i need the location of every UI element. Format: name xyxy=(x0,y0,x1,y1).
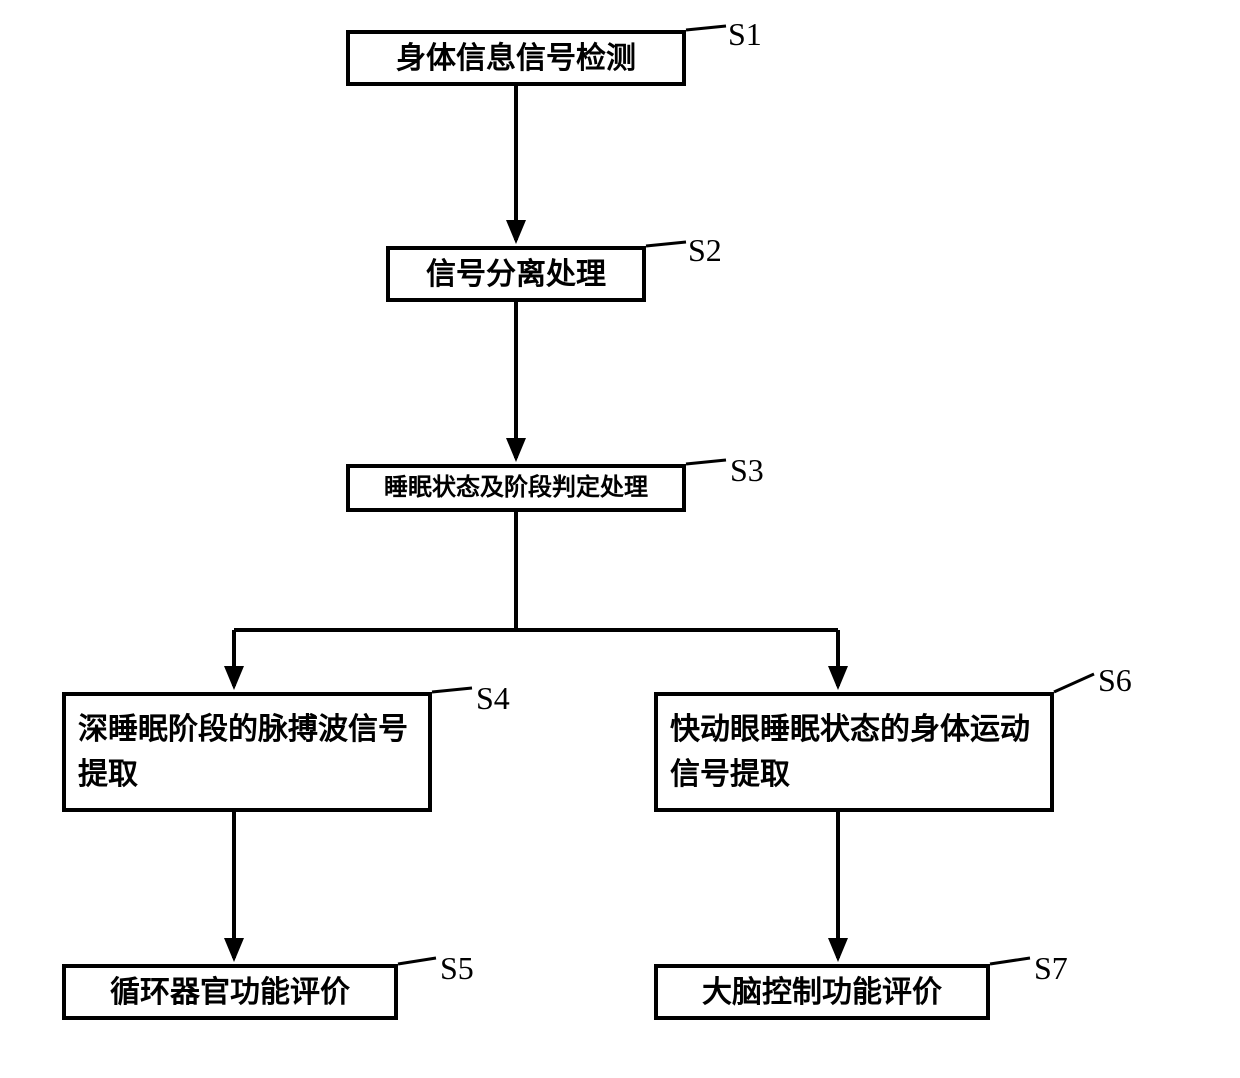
node-label-s5: S5 xyxy=(440,950,474,987)
callout-line-s5 xyxy=(0,0,1240,1078)
flowchart-node-s6: 快动眼睡眠状态的身体运动信号提取 xyxy=(654,692,1054,812)
callout-line-s7 xyxy=(0,0,1240,1078)
node-text: 快动眼睡眠状态的身体运动信号提取 xyxy=(670,707,1038,797)
flowchart-node-s5: 循环器官功能评价 xyxy=(62,964,398,1020)
node-label-s4: S4 xyxy=(476,680,510,717)
flowchart-node-s3: 睡眠状态及阶段判定处理 xyxy=(346,464,686,512)
flowchart-edges xyxy=(0,0,1240,1078)
callout-line-s2 xyxy=(0,0,1240,1078)
node-text: 睡眠状态及阶段判定处理 xyxy=(384,470,648,506)
node-text: 信号分离处理 xyxy=(426,252,606,297)
node-label-s2: S2 xyxy=(688,232,722,269)
node-label-s6: S6 xyxy=(1098,662,1132,699)
flowchart-node-s4: 深睡眠阶段的脉搏波信号提取 xyxy=(62,692,432,812)
callout-line-s3 xyxy=(0,0,1240,1078)
callout-line-s6 xyxy=(0,0,1240,1078)
node-label-s7: S7 xyxy=(1034,950,1068,987)
flowchart-node-s1: 身体信息信号检测 xyxy=(346,30,686,86)
node-text: 大脑控制功能评价 xyxy=(702,970,942,1015)
node-label-s1: S1 xyxy=(728,16,762,53)
callout-line-s4 xyxy=(0,0,1240,1078)
flowchart-node-s2: 信号分离处理 xyxy=(386,246,646,302)
node-label-s3: S3 xyxy=(730,452,764,489)
node-text: 深睡眠阶段的脉搏波信号提取 xyxy=(78,707,416,797)
flowchart-node-s7: 大脑控制功能评价 xyxy=(654,964,990,1020)
node-text: 循环器官功能评价 xyxy=(110,970,350,1015)
callout-line-s1 xyxy=(0,0,1240,1078)
node-text: 身体信息信号检测 xyxy=(396,36,636,81)
